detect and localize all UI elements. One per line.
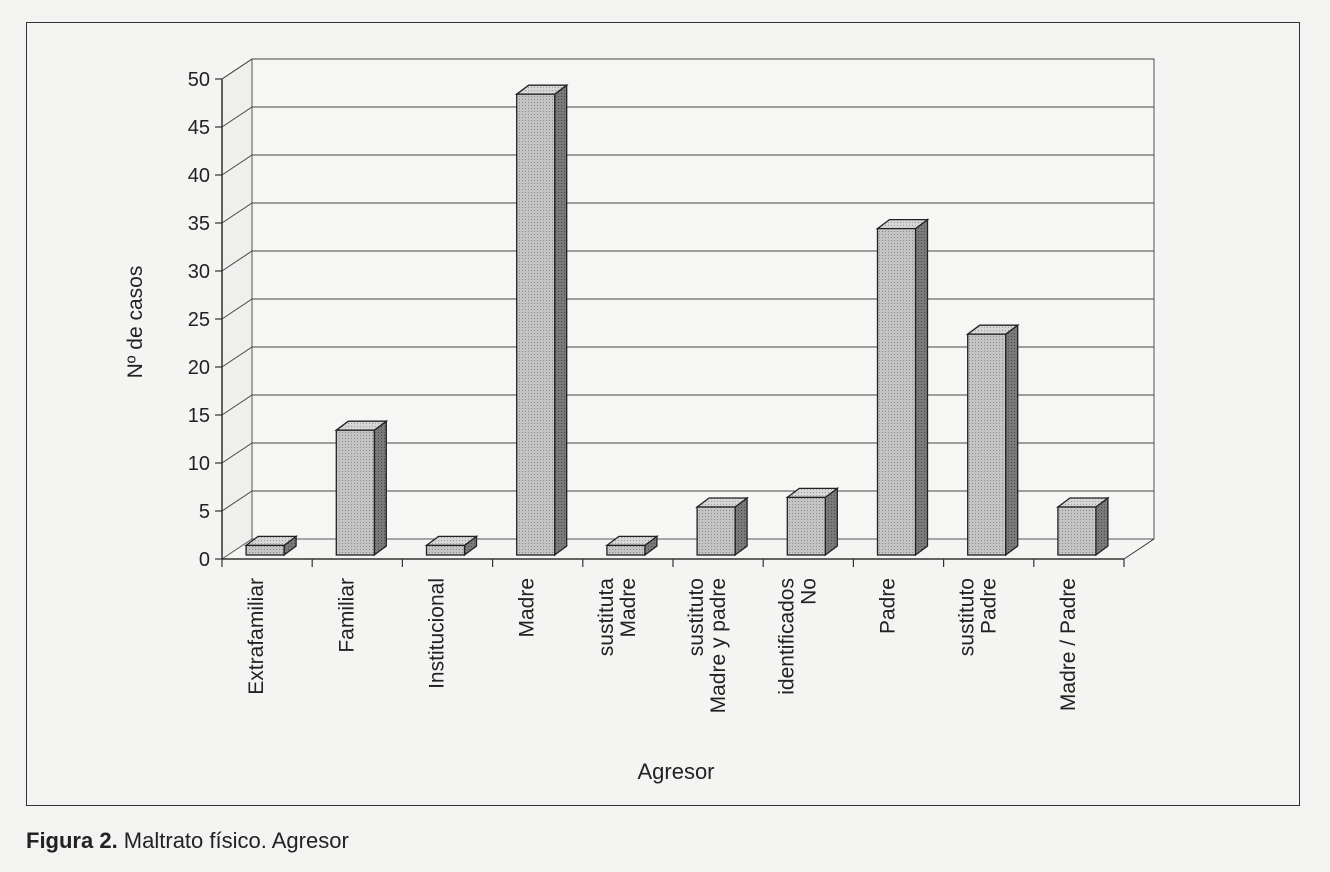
gridline-side: [221, 394, 253, 416]
gridline-side: [221, 346, 253, 368]
y-tick-label: 0: [199, 549, 210, 571]
bar-side: [1095, 496, 1109, 557]
bar: [786, 496, 826, 556]
gridline-side: [221, 154, 253, 176]
y-tick-label: 40: [188, 165, 210, 187]
x-tick-label: Noidentificados: [775, 578, 820, 695]
x-tick-label: Madre y padresustituto: [685, 578, 730, 713]
bar: [425, 544, 466, 556]
x-tick-label: Familiar: [335, 578, 358, 653]
x-tick-label: Madresustituta: [595, 578, 640, 657]
x-tick-label: Madre / Padre: [1057, 578, 1080, 711]
x-tick-label: Madre: [516, 578, 539, 638]
gridline-side: [221, 202, 253, 224]
gridline-side: [221, 106, 253, 128]
bar-side: [824, 487, 838, 557]
y-tick-label: 45: [188, 117, 210, 139]
floor-right-edge: [1123, 538, 1155, 560]
y-tick-label: 5: [199, 501, 210, 523]
bar: [1057, 506, 1097, 556]
bar: [876, 227, 917, 556]
gridline-side: [221, 58, 253, 80]
y-axis-title: Nº de casos: [124, 266, 147, 379]
caption-text: Maltrato físico. Agresor: [117, 828, 349, 853]
bar: [606, 544, 646, 556]
y-tick-label: 20: [188, 357, 210, 379]
bar: [516, 93, 556, 556]
bar-side: [914, 218, 929, 557]
bar: [696, 506, 736, 556]
bar-side: [1005, 323, 1019, 557]
bar: [967, 333, 1007, 556]
bar: [335, 429, 375, 556]
caption-label: Figura 2.: [26, 828, 118, 853]
y-tick-label: 15: [188, 405, 210, 427]
y-tick-label: 50: [188, 69, 210, 91]
gridline-side: [221, 442, 253, 464]
y-tick-label: 25: [188, 309, 210, 331]
x-axis-title: Agresor: [637, 759, 714, 784]
gridline-side: [221, 298, 253, 320]
y-tick-label: 35: [188, 213, 210, 235]
y-tick-label: 30: [188, 261, 210, 283]
x-tick-label: Extrafamiliar: [245, 578, 268, 695]
bar-side: [734, 496, 748, 557]
bar-side: [373, 419, 387, 557]
gridline-side: [221, 490, 253, 512]
x-tick-label: Padresustituto: [956, 578, 1001, 656]
y-tick-label: 10: [188, 453, 210, 475]
figure-caption: Figura 2. Maltrato físico. Agresor: [26, 828, 349, 854]
x-tick-label: Institucional: [426, 578, 449, 689]
bar-side: [554, 83, 568, 557]
x-tick-label: Padre: [877, 578, 900, 634]
bar: [245, 544, 285, 556]
gridline-side: [221, 250, 253, 272]
